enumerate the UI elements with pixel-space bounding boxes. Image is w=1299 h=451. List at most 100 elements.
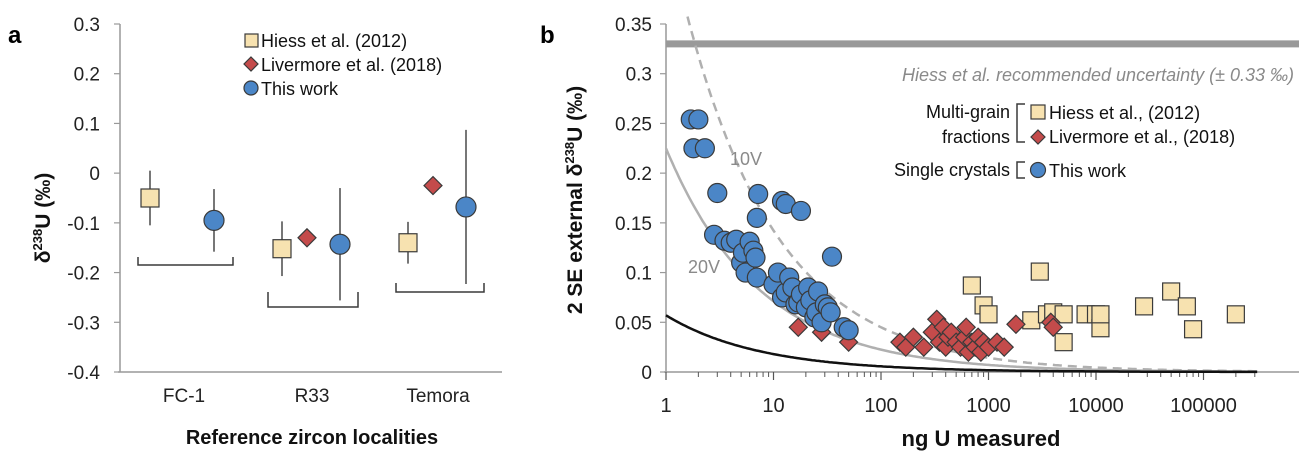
data-point xyxy=(745,247,766,268)
y-tick-label: 0.15 xyxy=(615,214,652,235)
panel-b-y-axis-label: 2 SE external δ238U (‰) xyxy=(562,86,587,314)
y-tick-label: 0.3 xyxy=(74,15,100,36)
data-point xyxy=(913,337,934,357)
panel-b-letter: b xyxy=(540,22,555,49)
y-tick-label: 0.05 xyxy=(615,313,652,334)
data-point xyxy=(1043,317,1064,338)
data-point xyxy=(694,138,715,159)
panel-b-x-axis-label: ng U measured xyxy=(902,426,1061,451)
x-tick-label: 100000 xyxy=(1170,395,1237,417)
data-point xyxy=(838,320,859,341)
data-point xyxy=(297,227,317,248)
legend-square-icon xyxy=(1030,104,1046,120)
y-tick-label: 0.1 xyxy=(626,264,652,285)
y-tick-label: 0.2 xyxy=(626,164,652,185)
x-tick-label: Temora xyxy=(406,386,470,407)
panel-a-y-ticks: 0.3 0.2 0.1 0 -0.1 -0.2 -0.3 -0.4 xyxy=(67,15,120,384)
panel-a-points xyxy=(140,129,477,301)
y-tick-label: -0.2 xyxy=(67,264,100,285)
data-point xyxy=(329,233,351,255)
data-point xyxy=(1134,297,1154,316)
data-point xyxy=(1226,305,1245,324)
data-point xyxy=(398,233,418,253)
x-tick-label: 10 xyxy=(762,395,784,417)
data-point xyxy=(979,305,998,324)
panel-a-legend: Hiess et al. (2012) Livermore et al. (20… xyxy=(243,31,442,99)
legend-square-icon xyxy=(244,33,259,48)
y-tick-label: 0.25 xyxy=(615,114,652,135)
panel-a-x-ticks: FC-1 R33 Temora xyxy=(163,386,470,407)
data-point xyxy=(1177,297,1196,316)
legend-bracket-multigrain xyxy=(1016,103,1025,143)
data-point xyxy=(1054,305,1073,324)
x-tick-label: FC-1 xyxy=(163,386,205,407)
x-tick-label: 1 xyxy=(660,395,671,417)
panel-b-legend: Multi-grain fractions Single crystals Hi… xyxy=(894,102,1235,181)
curve-label-20v: 20V xyxy=(688,257,720,277)
data-point xyxy=(423,175,443,196)
legend-bracket-single xyxy=(1016,161,1025,179)
data-point xyxy=(1091,305,1110,324)
bracket-fc1 xyxy=(137,257,234,266)
panel-a-x-axis-label: Reference zircon localities xyxy=(186,427,438,449)
panel-b: b 2 SE external δ238U (‰) 0.35 0.3 0.25 0.2… xyxy=(540,15,1299,451)
data-point xyxy=(688,109,709,130)
y-tick-label: 0 xyxy=(89,164,100,185)
x-tick-label: 1000 xyxy=(966,395,1011,417)
data-point xyxy=(821,246,843,267)
x-tick-label: 10000 xyxy=(1068,395,1124,417)
legend-group-fractions: fractions xyxy=(942,127,1010,147)
data-point xyxy=(1030,262,1049,281)
data-point xyxy=(1054,333,1073,352)
legend-circle-icon xyxy=(243,80,259,96)
legend-diamond-icon xyxy=(243,56,259,72)
panel-b-x-ticks: 1 10 100 1000 10000 100000 xyxy=(660,372,1256,417)
bracket-temora xyxy=(395,283,485,293)
data-point xyxy=(1183,320,1203,339)
panel-a-legend-thiswork: This work xyxy=(261,79,339,99)
legend-diamond-icon xyxy=(1030,129,1046,145)
data-point xyxy=(788,317,809,338)
data-point xyxy=(748,183,769,205)
data-point xyxy=(790,200,812,222)
legend-group-single: Single crystals xyxy=(894,160,1010,180)
panel-b-legend-hiess: Hiess et al., (2012) xyxy=(1049,103,1200,123)
data-point xyxy=(455,196,477,218)
y-tick-label: 0.2 xyxy=(74,65,100,86)
y-tick-label: 0.3 xyxy=(626,65,652,86)
y-tick-label: -0.3 xyxy=(67,313,100,334)
panel-b-legend-thiswork: This work xyxy=(1049,161,1127,181)
x-tick-label: R33 xyxy=(295,386,330,407)
legend-group-multigrain: Multi-grain xyxy=(926,102,1010,122)
data-point xyxy=(1022,311,1041,330)
panel-b-points xyxy=(680,109,1245,362)
data-point xyxy=(707,182,728,204)
data-point xyxy=(140,188,160,208)
band-label: Hiess et al. recommended uncertainty (± … xyxy=(902,65,1294,85)
panel-a-y-axis-label: δ238U (‰) xyxy=(30,173,55,263)
data-point xyxy=(1162,282,1181,301)
data-point xyxy=(746,207,767,228)
data-point xyxy=(962,276,981,295)
data-point xyxy=(994,337,1015,357)
y-tick-label: -0.1 xyxy=(67,214,100,235)
data-point xyxy=(203,209,225,231)
y-tick-label: -0.4 xyxy=(67,363,100,384)
panel-a: a δ238U (‰) 0.3 0.2 0.1 0 -0.1 -0.2 -0.3 -0.4 F… xyxy=(8,15,502,449)
y-tick-label: 0.1 xyxy=(74,114,100,135)
panel-a-legend-hiess: Hiess et al. (2012) xyxy=(261,31,407,51)
panel-a-brackets xyxy=(137,257,485,308)
data-point xyxy=(272,239,292,259)
panel-b-y-ticks: 0.35 0.3 0.25 0.2 0.15 0.1 0.05 0 xyxy=(615,15,666,384)
data-point xyxy=(903,327,924,348)
panel-b-legend-livermore: Livermore et al., (2018) xyxy=(1049,127,1235,147)
bracket-r33 xyxy=(267,292,359,308)
data-point xyxy=(1006,314,1026,335)
y-tick-label: 0.35 xyxy=(615,15,652,36)
panel-a-letter: a xyxy=(8,22,22,49)
data-point xyxy=(956,317,977,338)
legend-circle-icon xyxy=(1029,161,1047,179)
panel-a-legend-livermore: Livermore et al. (2018) xyxy=(261,55,442,75)
x-tick-label: 100 xyxy=(864,395,897,417)
